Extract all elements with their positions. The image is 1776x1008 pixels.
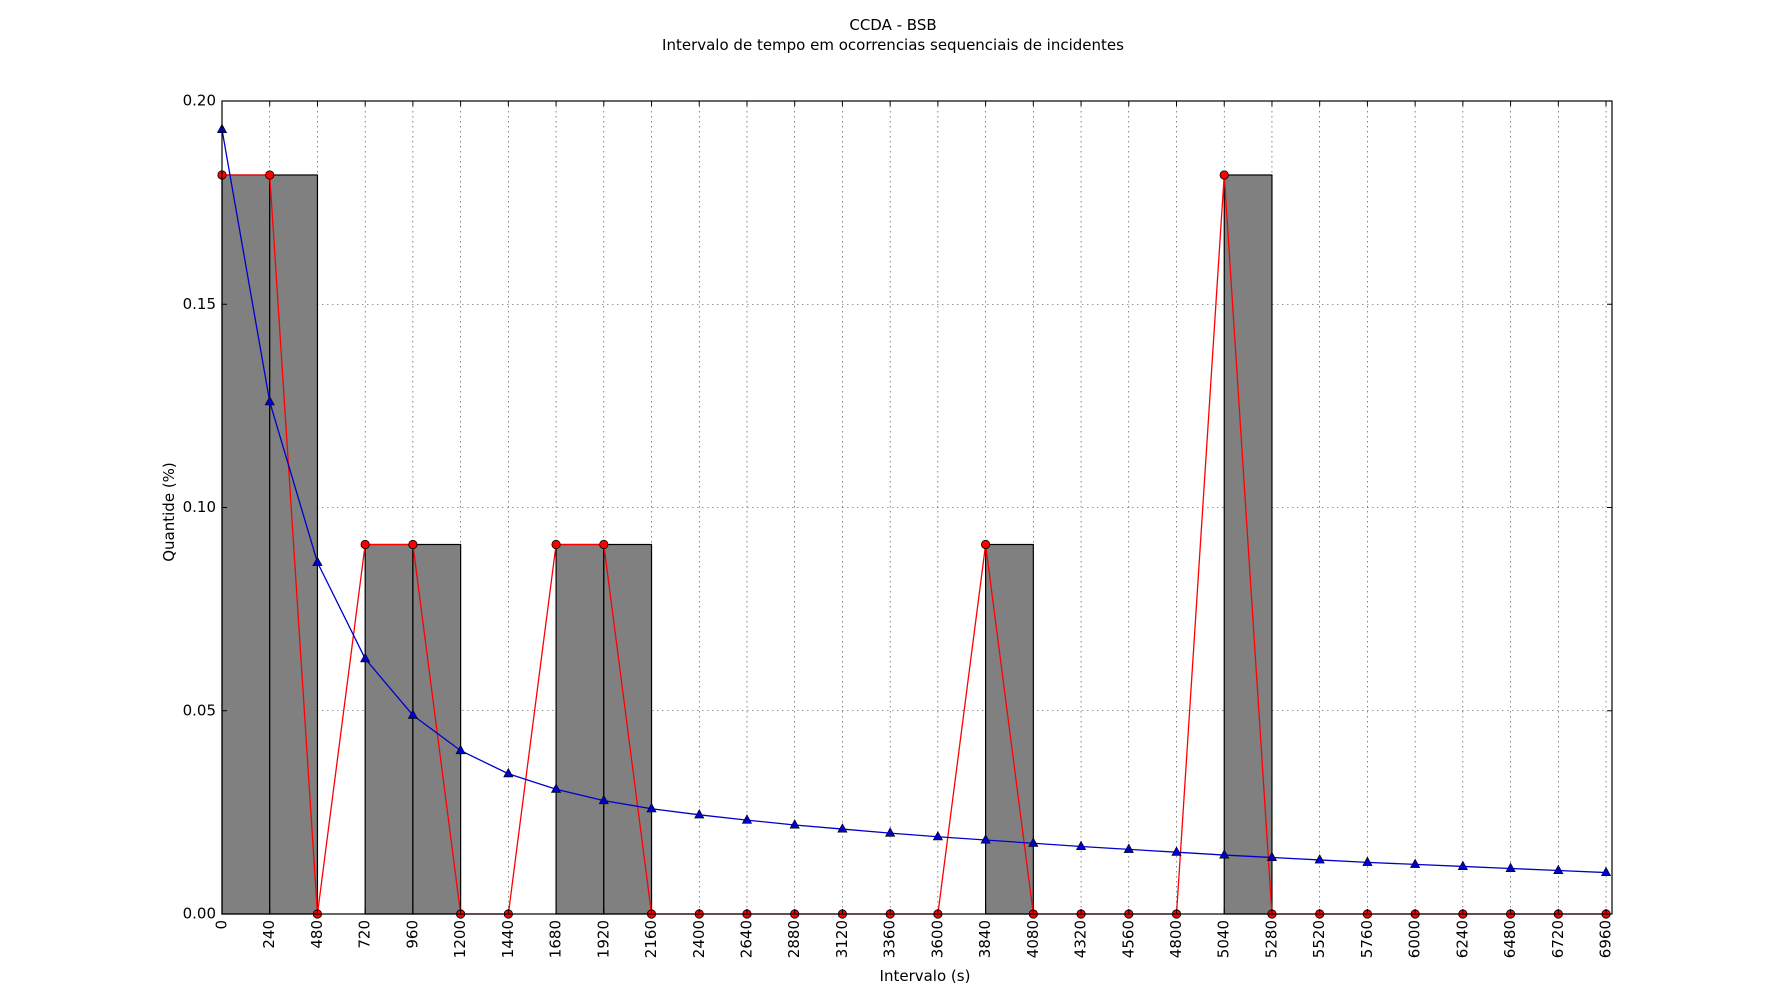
fitted-point [837, 823, 848, 833]
x-tick-label: 4080 [1024, 920, 1042, 958]
x-tick-label: 3840 [976, 920, 994, 958]
y-tick-label: 0.20 [183, 92, 216, 110]
y-tick-label: 0.15 [183, 295, 216, 313]
x-tick-label: 6720 [1549, 920, 1567, 958]
empirical-point [981, 539, 991, 550]
fitted-point [1410, 858, 1421, 868]
x-axis-label: Intervalo (s) [880, 967, 971, 985]
fitted-point [264, 395, 275, 406]
x-tick-label: 5520 [1310, 920, 1328, 958]
x-tick-label: 0 [213, 920, 231, 930]
x-tick-label: 480 [308, 920, 326, 949]
fitted-point [1314, 854, 1325, 864]
fitted-point [550, 783, 562, 793]
fitted-point [980, 834, 991, 844]
x-tick-label: 5760 [1358, 920, 1376, 958]
x-tick-label: 6480 [1501, 920, 1519, 958]
fitted-point [1219, 849, 1230, 859]
histogram-bar [555, 543, 605, 915]
fitted-point [741, 814, 753, 824]
y-axis: 0.00 0.05 0.10 0.15 0.20 [183, 92, 1612, 923]
fitted-point [407, 709, 419, 719]
x-tick-label: 4320 [1072, 920, 1090, 958]
fitted-point [885, 827, 896, 837]
fitted-point [1553, 864, 1564, 875]
x-tick-label: 2400 [690, 920, 708, 958]
fitted-point [1075, 840, 1087, 851]
fitted-point [932, 830, 943, 841]
x-tick-label: 6240 [1453, 920, 1471, 958]
x-tick-label: 3120 [833, 920, 851, 958]
fitted-point [503, 767, 514, 778]
x-tick-label: 2160 [642, 920, 660, 958]
chart-title: CCDA - BSB [849, 16, 936, 34]
fitted-point [1600, 866, 1612, 877]
y-tick-label: 0.00 [183, 905, 216, 923]
x-tick-label: 2880 [785, 920, 803, 958]
x-tick-label: 4800 [1167, 920, 1185, 958]
fitted-point [360, 652, 371, 663]
x-tick-label: 1920 [594, 920, 612, 958]
x-tick-label: 3600 [928, 920, 946, 958]
y-axis-label: Quantide (%) [160, 462, 178, 562]
x-tick-label: 5040 [1215, 920, 1233, 958]
x-tick-label: 6960 [1597, 920, 1615, 958]
histogram-bar [364, 543, 414, 915]
fitted-point [694, 808, 705, 819]
x-tick-label: 1440 [499, 920, 517, 958]
y-tick-label: 0.05 [183, 701, 216, 719]
fitted-point [455, 744, 466, 755]
chart-subtitle: Intervalo de tempo em ocorrencias sequen… [662, 36, 1124, 54]
fitted-point [1266, 851, 1278, 861]
x-tick-label: 6000 [1406, 920, 1424, 958]
fitted-point [1362, 856, 1373, 866]
empirical-point [360, 539, 370, 550]
y-tick-label: 0.10 [183, 498, 216, 516]
empirical-point [265, 170, 275, 180]
empirical-point [408, 539, 418, 550]
fitted-point [789, 819, 800, 829]
fitted-point [312, 556, 323, 566]
histogram-bar [221, 174, 271, 915]
fitted-point [1457, 860, 1468, 870]
fitted-point [1123, 843, 1134, 853]
x-tick-label: 1200 [451, 920, 469, 958]
x-tick-label: 720 [356, 920, 374, 949]
empirical-point [599, 539, 609, 550]
fitted-point [1028, 837, 1039, 847]
empirical-point [1219, 170, 1229, 180]
x-tick-label: 3360 [881, 920, 899, 958]
x-axis: 0 240 480 720 960 1200 1440 1680 1920 2160 2400 264… [213, 101, 1615, 958]
empirical-point [551, 539, 561, 550]
x-tick-label: 4560 [1119, 920, 1137, 958]
x-tick-label: 2640 [737, 920, 755, 958]
fitted-line [221, 129, 1607, 874]
x-tick-label: 1680 [547, 920, 565, 958]
fitted-point [598, 794, 609, 805]
x-tick-label: 960 [403, 920, 421, 949]
x-tick-label: 5280 [1262, 920, 1280, 958]
fitted-point [1505, 862, 1516, 872]
fitted-point [1171, 846, 1182, 856]
x-tick-label: 240 [260, 920, 278, 949]
fitted-point [646, 802, 657, 813]
